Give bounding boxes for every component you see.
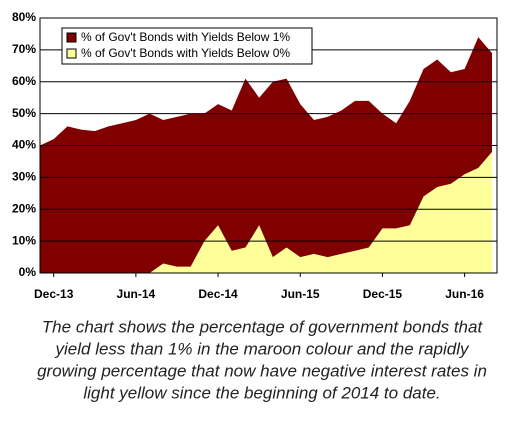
- y-tick-label: 30%: [12, 170, 36, 184]
- y-tick-label: 70%: [12, 42, 36, 56]
- caption-line: light yellow since the beginning of 2014…: [83, 383, 440, 402]
- area: [40, 151, 492, 273]
- x-tick-label: Dec-13: [34, 287, 74, 301]
- x-tick-label: Dec-15: [363, 287, 403, 301]
- caption-line: growing percentage that now have negativ…: [37, 361, 487, 380]
- legend-box: [61, 27, 313, 65]
- x-tick-label: Jun-14: [117, 287, 156, 301]
- caption-line: The chart shows the percentage of govern…: [42, 317, 484, 336]
- legend-label: % of Gov't Bonds with Yields Below 1%: [81, 30, 290, 44]
- y-tick-label: 80%: [12, 10, 36, 24]
- area: [40, 37, 492, 273]
- x-tick-label: Jun-15: [281, 287, 320, 301]
- y-tick-label: 60%: [12, 74, 36, 88]
- x-tick-label: Dec-14: [198, 287, 238, 301]
- y-tick-label: 10%: [12, 233, 36, 247]
- y-tick-label: 40%: [12, 138, 36, 152]
- y-tick-label: 50%: [12, 106, 36, 120]
- plot-border: [39, 17, 498, 274]
- legend-swatch: [66, 32, 77, 43]
- y-tick-label: 0%: [19, 265, 37, 279]
- legend-swatch: [66, 48, 77, 59]
- caption-line: yield less than 1% in the maroon colour …: [55, 339, 470, 358]
- legend-label: % of Gov't Bonds with Yields Below 0%: [81, 46, 290, 60]
- x-tick-label: Jun-16: [445, 287, 484, 301]
- y-tick-label: 20%: [12, 201, 36, 215]
